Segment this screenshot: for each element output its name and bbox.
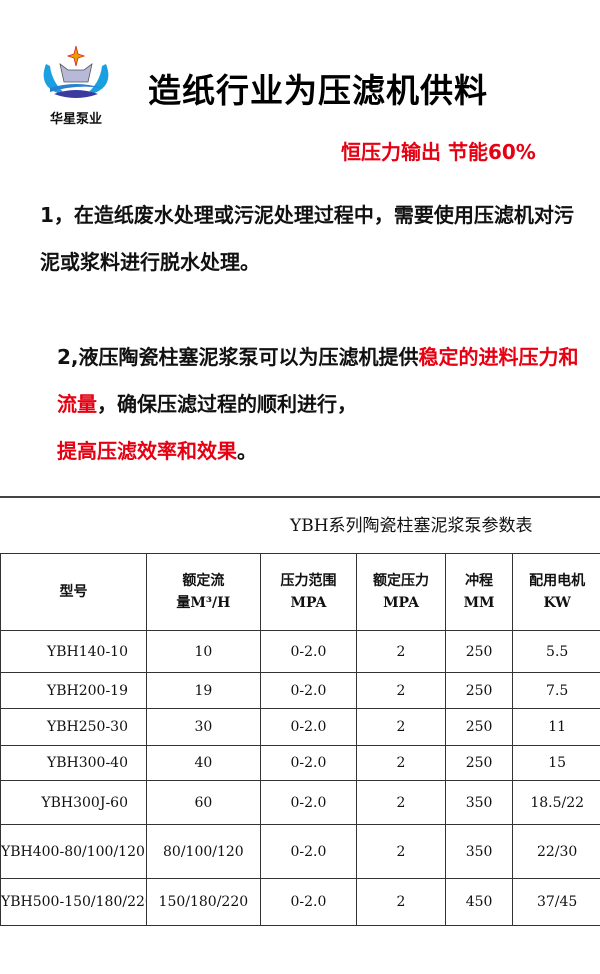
header-label: MM [463,595,495,611]
header-label: 冲程 [465,573,494,589]
column-header: 额定流量M³/H [146,553,261,631]
table-cell: 11 [512,708,600,746]
table-cell: 250 [444,745,514,781]
table-cell: 80/100/120 [146,824,261,879]
table-cell: 2 [356,708,446,746]
table-cell: 30 [146,708,261,746]
slogan: 恒压力输出 节能60% [341,140,536,164]
table-cell: 0-2.0 [259,824,358,879]
table-cell: 450 [444,878,514,926]
table-row: YBH300-40 40 0-2.0 2 250 15 [0,745,600,781]
header-label: 量M³/H [176,595,231,611]
text: ，确保压滤过程的顺利进行， [97,392,357,416]
header-label: 额定压力 [373,573,429,589]
table-cell: 250 [444,708,514,746]
table-row: YBH400-80/100/120 80/100/120 0-2.0 2 350 22/3… [0,824,600,879]
table-cell: 2 [356,878,446,926]
table-cell: 250 [444,630,514,673]
table-header-row: 型号 额定流量M³/H 压力范围 MPA 额定压力 MPA 冲程 MM 配用电机 KW [0,553,600,631]
table-cell: 0-2.0 [259,708,358,746]
table-row: YBH140-10 10 0-2.0 2 250 5.5 [0,630,600,673]
column-header: 型号 [0,553,147,631]
table-cell: 40 [146,745,261,781]
table-cell: 22/30 [512,824,600,879]
table-cell: YBH200-19 [0,672,147,709]
brand-name: 华星泵业 [49,112,102,127]
highlight-text: 提高压滤效率和效果 [57,439,237,463]
table-cell: 2 [356,745,446,781]
table-cell: 2 [356,672,446,709]
header-label: MPA [290,595,327,611]
column-header: 冲程 MM [444,553,514,631]
header-label: 压力范围 [280,573,337,589]
table-cell: 15 [512,745,600,781]
header-label: 型号 [59,584,88,600]
table-cell: 2 [356,780,446,825]
paragraph-1: 1，在造纸废水处理或污泥处理过程中，需要使用压滤机对污泥或浆料进行脱水处理。 [40,203,574,274]
header-label: 配用电机 [529,573,586,589]
table-cell: 10 [146,630,261,673]
parameter-table: 型号 额定流量M³/H 压力范围 MPA 额定压力 MPA 冲程 MM 配用电机 KW YBH14… [0,553,600,926]
table-cell: 37/45 [512,878,600,926]
table-cell: 0-2.0 [259,630,358,673]
paragraph-2: 2,液压陶瓷柱塞泥浆泵可以为压滤机提供稳定的进料压力和流量，确保压滤过程的顺利进… [57,334,587,475]
column-header: 压力范围 MPA [259,553,358,631]
table-cell: YBH300J-60 [0,780,147,825]
column-header: 额定压力 MPA [356,553,446,631]
table-cell: 250 [444,672,514,709]
table-cell: YBH140-10 [0,630,147,673]
table-cell: 19 [146,672,261,709]
table-title: YBH系列陶瓷柱塞泥浆泵参数表 [290,516,533,536]
header-label: MPA [383,595,419,611]
table-cell: YBH300-40 [0,745,147,781]
table-cell: 0-2.0 [259,672,358,709]
table-cell: 2 [356,824,446,879]
table-cell: YBH500-150/180/220 [0,878,147,926]
table-cell: 60 [146,780,261,825]
text: 2,液压陶瓷柱塞泥浆泵可以为压滤机提供 [57,345,419,369]
table-cell: YBH400-80/100/120 [0,824,147,879]
table-cell: 7.5 [512,672,600,709]
table-cell: 2 [356,630,446,673]
header-label: 额定流 [182,573,225,589]
table-cell: 0-2.0 [259,780,358,825]
table-cell: 350 [444,824,514,879]
text: 。 [237,439,257,463]
table-cell: 0-2.0 [259,745,358,781]
table-cell: 0-2.0 [259,878,358,926]
table-row: YBH300J-60 60 0-2.0 2 350 18.5/22 [0,780,600,825]
table-row: YBH250-30 30 0-2.0 2 250 11 [0,708,600,746]
table-cell: 18.5/22 [512,780,600,825]
table-cell: 150/180/220 [146,878,261,926]
table-cell: 350 [444,780,514,825]
highlight-text: 稳定的进料压力和流量 [57,345,579,416]
table-row: YBH200-19 19 0-2.0 2 250 7.5 [0,672,600,709]
header-label: KW [543,595,571,611]
table-cell: 5.5 [512,630,600,673]
table-cell: YBH250-30 [0,708,147,746]
divider [0,496,600,498]
column-header: 配用电机 KW [512,553,600,631]
page-title: 造纸行业为压滤机供料 [148,71,488,110]
table-row: YBH500-150/180/220 150/180/220 0-2.0 2 450 37… [0,878,600,926]
logo-icon [43,45,109,98]
